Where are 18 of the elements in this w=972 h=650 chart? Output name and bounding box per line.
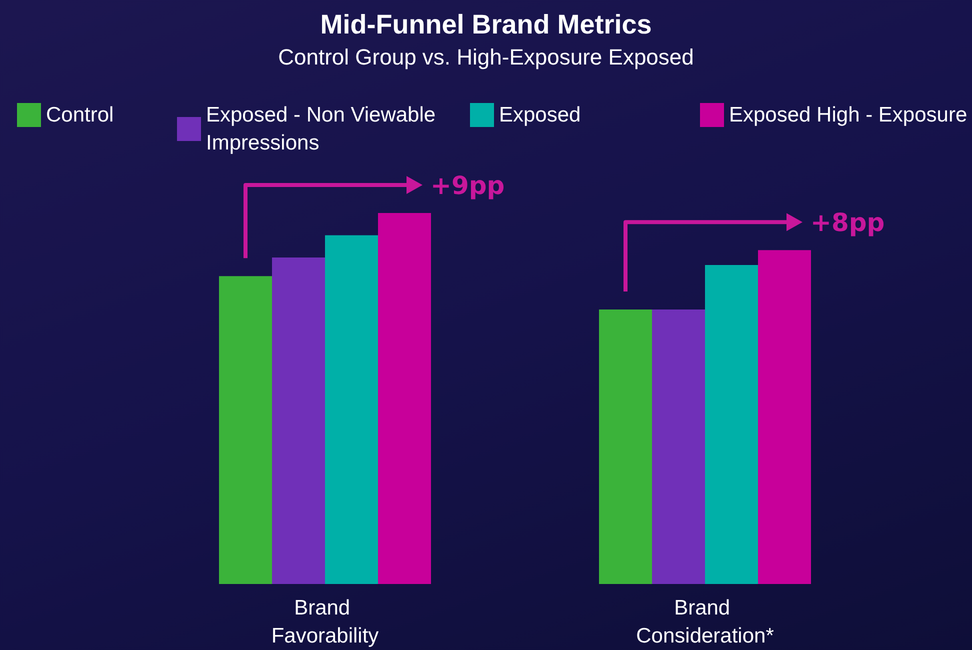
legend-label: Control (46, 104, 114, 126)
bar (758, 250, 811, 584)
legend-label: Exposed - Non Viewable Impressions (206, 104, 442, 154)
annotation: +8pp (810, 208, 885, 238)
chart-title: Mid-Funnel Brand Metrics (320, 10, 652, 40)
bar (378, 213, 431, 584)
text: +9pp (430, 171, 505, 200)
bar (652, 309, 705, 584)
legend-label: Exposed High - Exposure (729, 104, 968, 126)
x-tick-label: Brand Favorability (271, 596, 380, 648)
legend-label: Exposed (499, 104, 581, 126)
bar (272, 258, 325, 584)
bar (599, 309, 652, 584)
bar (705, 264, 758, 584)
bar (325, 235, 378, 584)
x-tick-label: Brand Consideration* (636, 596, 774, 648)
bar (219, 276, 272, 584)
chart-subtitle: Control Group vs. High-Exposure Exposed (278, 44, 694, 70)
